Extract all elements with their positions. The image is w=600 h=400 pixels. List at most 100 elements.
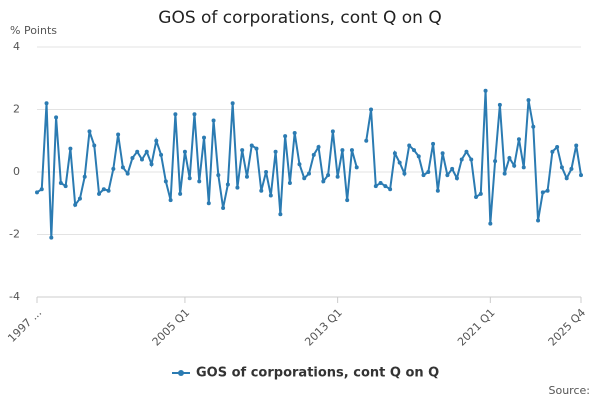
point: [388, 187, 393, 192]
point: [54, 115, 59, 120]
point: [421, 173, 426, 178]
point: [493, 159, 498, 164]
point: [574, 143, 579, 148]
point: [411, 148, 416, 153]
point: [502, 171, 507, 176]
point: [316, 145, 321, 149]
point: [116, 132, 121, 137]
point: [326, 173, 331, 178]
point: [273, 149, 278, 154]
point: [159, 152, 164, 157]
point: [474, 195, 479, 199]
point: [550, 149, 555, 154]
point: [139, 157, 144, 162]
point: [531, 124, 536, 129]
point: [149, 162, 154, 167]
point: [73, 202, 78, 207]
x-tick-label: 1997 ...: [5, 306, 44, 345]
point: [187, 176, 192, 181]
point: [44, 101, 49, 106]
point: [349, 148, 354, 153]
point: [92, 143, 97, 148]
point: [340, 148, 345, 153]
point: [130, 155, 135, 160]
point: [402, 171, 407, 176]
point: [516, 137, 521, 142]
point: [297, 162, 302, 167]
point: [311, 152, 316, 157]
point: [58, 180, 63, 185]
point: [225, 182, 230, 187]
point: [569, 166, 574, 171]
point: [154, 138, 159, 143]
point: [378, 180, 383, 185]
point: [68, 146, 73, 151]
point: [49, 235, 54, 240]
point: [435, 188, 440, 193]
point: [87, 129, 92, 134]
point: [259, 188, 264, 193]
point: [283, 134, 288, 139]
point: [469, 157, 474, 162]
point: [497, 102, 502, 107]
point: [197, 179, 202, 184]
y-tick-label: 2: [13, 103, 20, 116]
point: [307, 171, 311, 176]
y-tick-label: -4: [9, 290, 20, 303]
x-tick-label: 2025 Q4: [546, 306, 589, 349]
point: [478, 191, 483, 196]
point: [254, 146, 259, 151]
x-tick-label: 2021 Q1: [455, 306, 498, 349]
point: [345, 198, 350, 203]
point: [579, 173, 583, 178]
point: [235, 185, 240, 190]
point: [431, 141, 436, 146]
point: [211, 118, 216, 123]
point: [173, 112, 178, 117]
point: [249, 143, 254, 148]
point: [163, 179, 168, 184]
point: [77, 196, 82, 201]
y-tick-label: 0: [13, 165, 20, 178]
point: [221, 205, 226, 210]
legend-text: GOS of corporations, cont Q on Q: [196, 366, 439, 381]
point: [559, 165, 564, 170]
point: [192, 112, 197, 117]
point: [555, 145, 560, 149]
point: [397, 160, 402, 165]
x-tick-label: 2005 Q1: [150, 306, 193, 349]
point: [416, 154, 421, 159]
source: Source:: [549, 384, 591, 397]
point: [135, 149, 140, 154]
point: [216, 173, 221, 178]
point: [454, 176, 459, 181]
point: [540, 190, 545, 195]
point: [364, 138, 369, 143]
point: [268, 193, 273, 198]
point: [101, 187, 106, 192]
point: [488, 221, 493, 226]
point: [330, 129, 335, 134]
point: [564, 176, 569, 181]
point: [321, 179, 326, 184]
point: [82, 174, 87, 179]
point: [264, 170, 269, 174]
point: [373, 184, 378, 189]
point: [459, 157, 464, 162]
point: [97, 191, 102, 196]
series-line: [36, 90, 582, 238]
legend-marker: [178, 370, 184, 376]
point: [354, 165, 359, 170]
point: [512, 163, 517, 168]
point: [450, 166, 455, 171]
point: [292, 130, 297, 135]
point: [440, 151, 445, 156]
y-axis-label: % Points: [10, 24, 57, 37]
point: [526, 98, 531, 103]
y-tick-label: 4: [13, 40, 20, 53]
point: [445, 173, 450, 178]
point: [178, 191, 183, 196]
point: [240, 148, 245, 153]
point: [106, 188, 111, 193]
